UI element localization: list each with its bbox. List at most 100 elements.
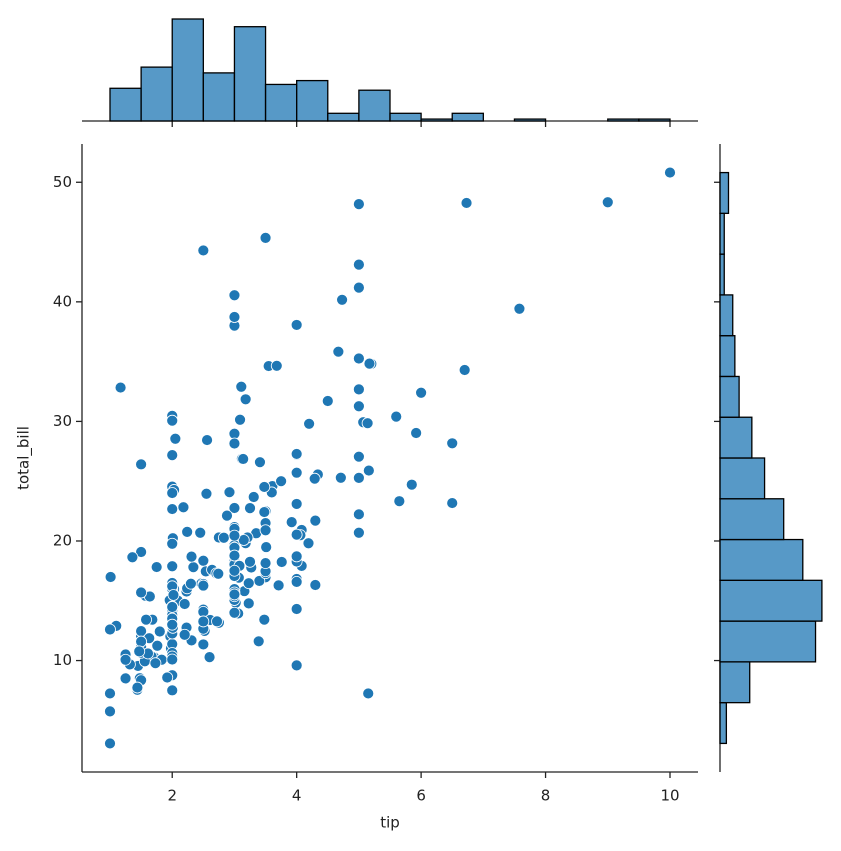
point [228, 311, 241, 323]
point [228, 437, 241, 450]
point [184, 577, 197, 590]
point [177, 501, 190, 514]
point [166, 560, 179, 573]
point [352, 198, 365, 211]
point [178, 598, 191, 610]
point [601, 196, 614, 209]
point [237, 453, 250, 465]
point [362, 687, 375, 700]
point [410, 427, 423, 439]
point [197, 554, 210, 567]
point [234, 413, 246, 426]
point [336, 293, 348, 306]
point [352, 352, 365, 365]
y-tick-label: 50 [53, 173, 72, 191]
point [104, 571, 117, 583]
point [361, 417, 374, 430]
point [228, 529, 241, 542]
point [217, 531, 230, 544]
point [187, 561, 200, 574]
point [185, 550, 198, 563]
point [166, 414, 179, 427]
point [290, 319, 303, 331]
point [228, 502, 241, 514]
point [259, 557, 272, 570]
hist-bar [719, 538, 804, 581]
point [197, 579, 210, 592]
point [290, 659, 303, 672]
point [114, 381, 127, 394]
point [221, 509, 233, 522]
point [258, 613, 271, 626]
y-tick-label: 40 [53, 292, 72, 310]
point [235, 380, 248, 393]
hist-bar [719, 701, 728, 745]
point [104, 705, 116, 718]
point [446, 437, 459, 450]
point [290, 550, 303, 563]
point [149, 657, 162, 670]
hist-bar [719, 294, 734, 337]
point [167, 589, 180, 601]
point [309, 579, 322, 591]
hist-bar [719, 375, 740, 418]
y-tick-label: 30 [53, 412, 72, 430]
hist-bar [719, 579, 823, 622]
x-tick-label: 10 [660, 787, 679, 805]
point [405, 478, 418, 491]
point [393, 495, 406, 508]
point [352, 526, 365, 539]
point [228, 549, 241, 562]
point [352, 383, 365, 396]
hist-bar [202, 72, 236, 122]
hist-bar [719, 661, 751, 704]
point [260, 541, 273, 553]
point [352, 450, 365, 463]
point [290, 575, 303, 588]
hist-bar [719, 253, 725, 296]
point [178, 628, 191, 641]
point [223, 486, 236, 499]
point [197, 244, 210, 257]
point [228, 427, 241, 440]
point [166, 684, 179, 697]
point [242, 577, 255, 590]
hist-bar [140, 66, 173, 122]
point [362, 464, 375, 477]
point [259, 524, 272, 537]
point [390, 410, 403, 423]
point [363, 357, 376, 370]
point [239, 393, 252, 406]
point [275, 556, 288, 568]
y-tick-label: 10 [53, 651, 72, 669]
point [513, 302, 526, 315]
point [200, 487, 213, 500]
point [119, 653, 132, 666]
point [201, 434, 213, 446]
point [166, 487, 179, 499]
point [166, 449, 179, 462]
point [228, 289, 241, 302]
point [131, 681, 144, 694]
hist-bar [719, 416, 753, 459]
point [290, 448, 303, 460]
point [166, 537, 179, 550]
hist-bar [719, 620, 817, 663]
point [228, 588, 241, 601]
point [332, 345, 345, 358]
point [197, 638, 210, 651]
point [135, 635, 148, 648]
point [302, 537, 315, 550]
hist-bar [719, 457, 766, 500]
point [664, 166, 676, 179]
point [254, 456, 266, 469]
point [203, 651, 216, 663]
point [308, 472, 321, 485]
point [352, 258, 365, 271]
point [166, 503, 179, 515]
hist-bar [638, 118, 671, 122]
hist-bar [389, 112, 422, 122]
hist-bar [358, 89, 391, 122]
point [275, 475, 288, 488]
hist-bar [607, 118, 640, 122]
